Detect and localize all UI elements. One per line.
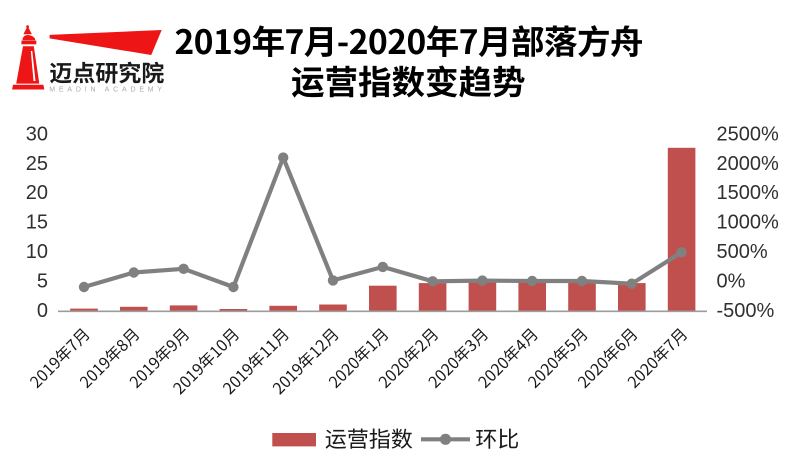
svg-text:0: 0: [37, 300, 48, 322]
svg-text:0%: 0%: [717, 270, 746, 292]
svg-text:20: 20: [26, 182, 48, 204]
svg-text:1000%: 1000%: [717, 212, 779, 234]
svg-text:2000%: 2000%: [717, 153, 779, 175]
svg-text:500%: 500%: [717, 241, 768, 263]
svg-text:2500%: 2500%: [717, 123, 779, 145]
svg-text:-500%: -500%: [717, 300, 775, 322]
svg-text:25: 25: [26, 153, 48, 175]
svg-text:15: 15: [26, 212, 48, 234]
svg-text:10: 10: [26, 241, 48, 263]
svg-text:30: 30: [26, 123, 48, 145]
svg-text:MEADIN ACADEMY: MEADIN ACADEMY: [49, 87, 166, 94]
svg-text:1500%: 1500%: [717, 182, 779, 204]
svg-text:5: 5: [37, 270, 48, 292]
